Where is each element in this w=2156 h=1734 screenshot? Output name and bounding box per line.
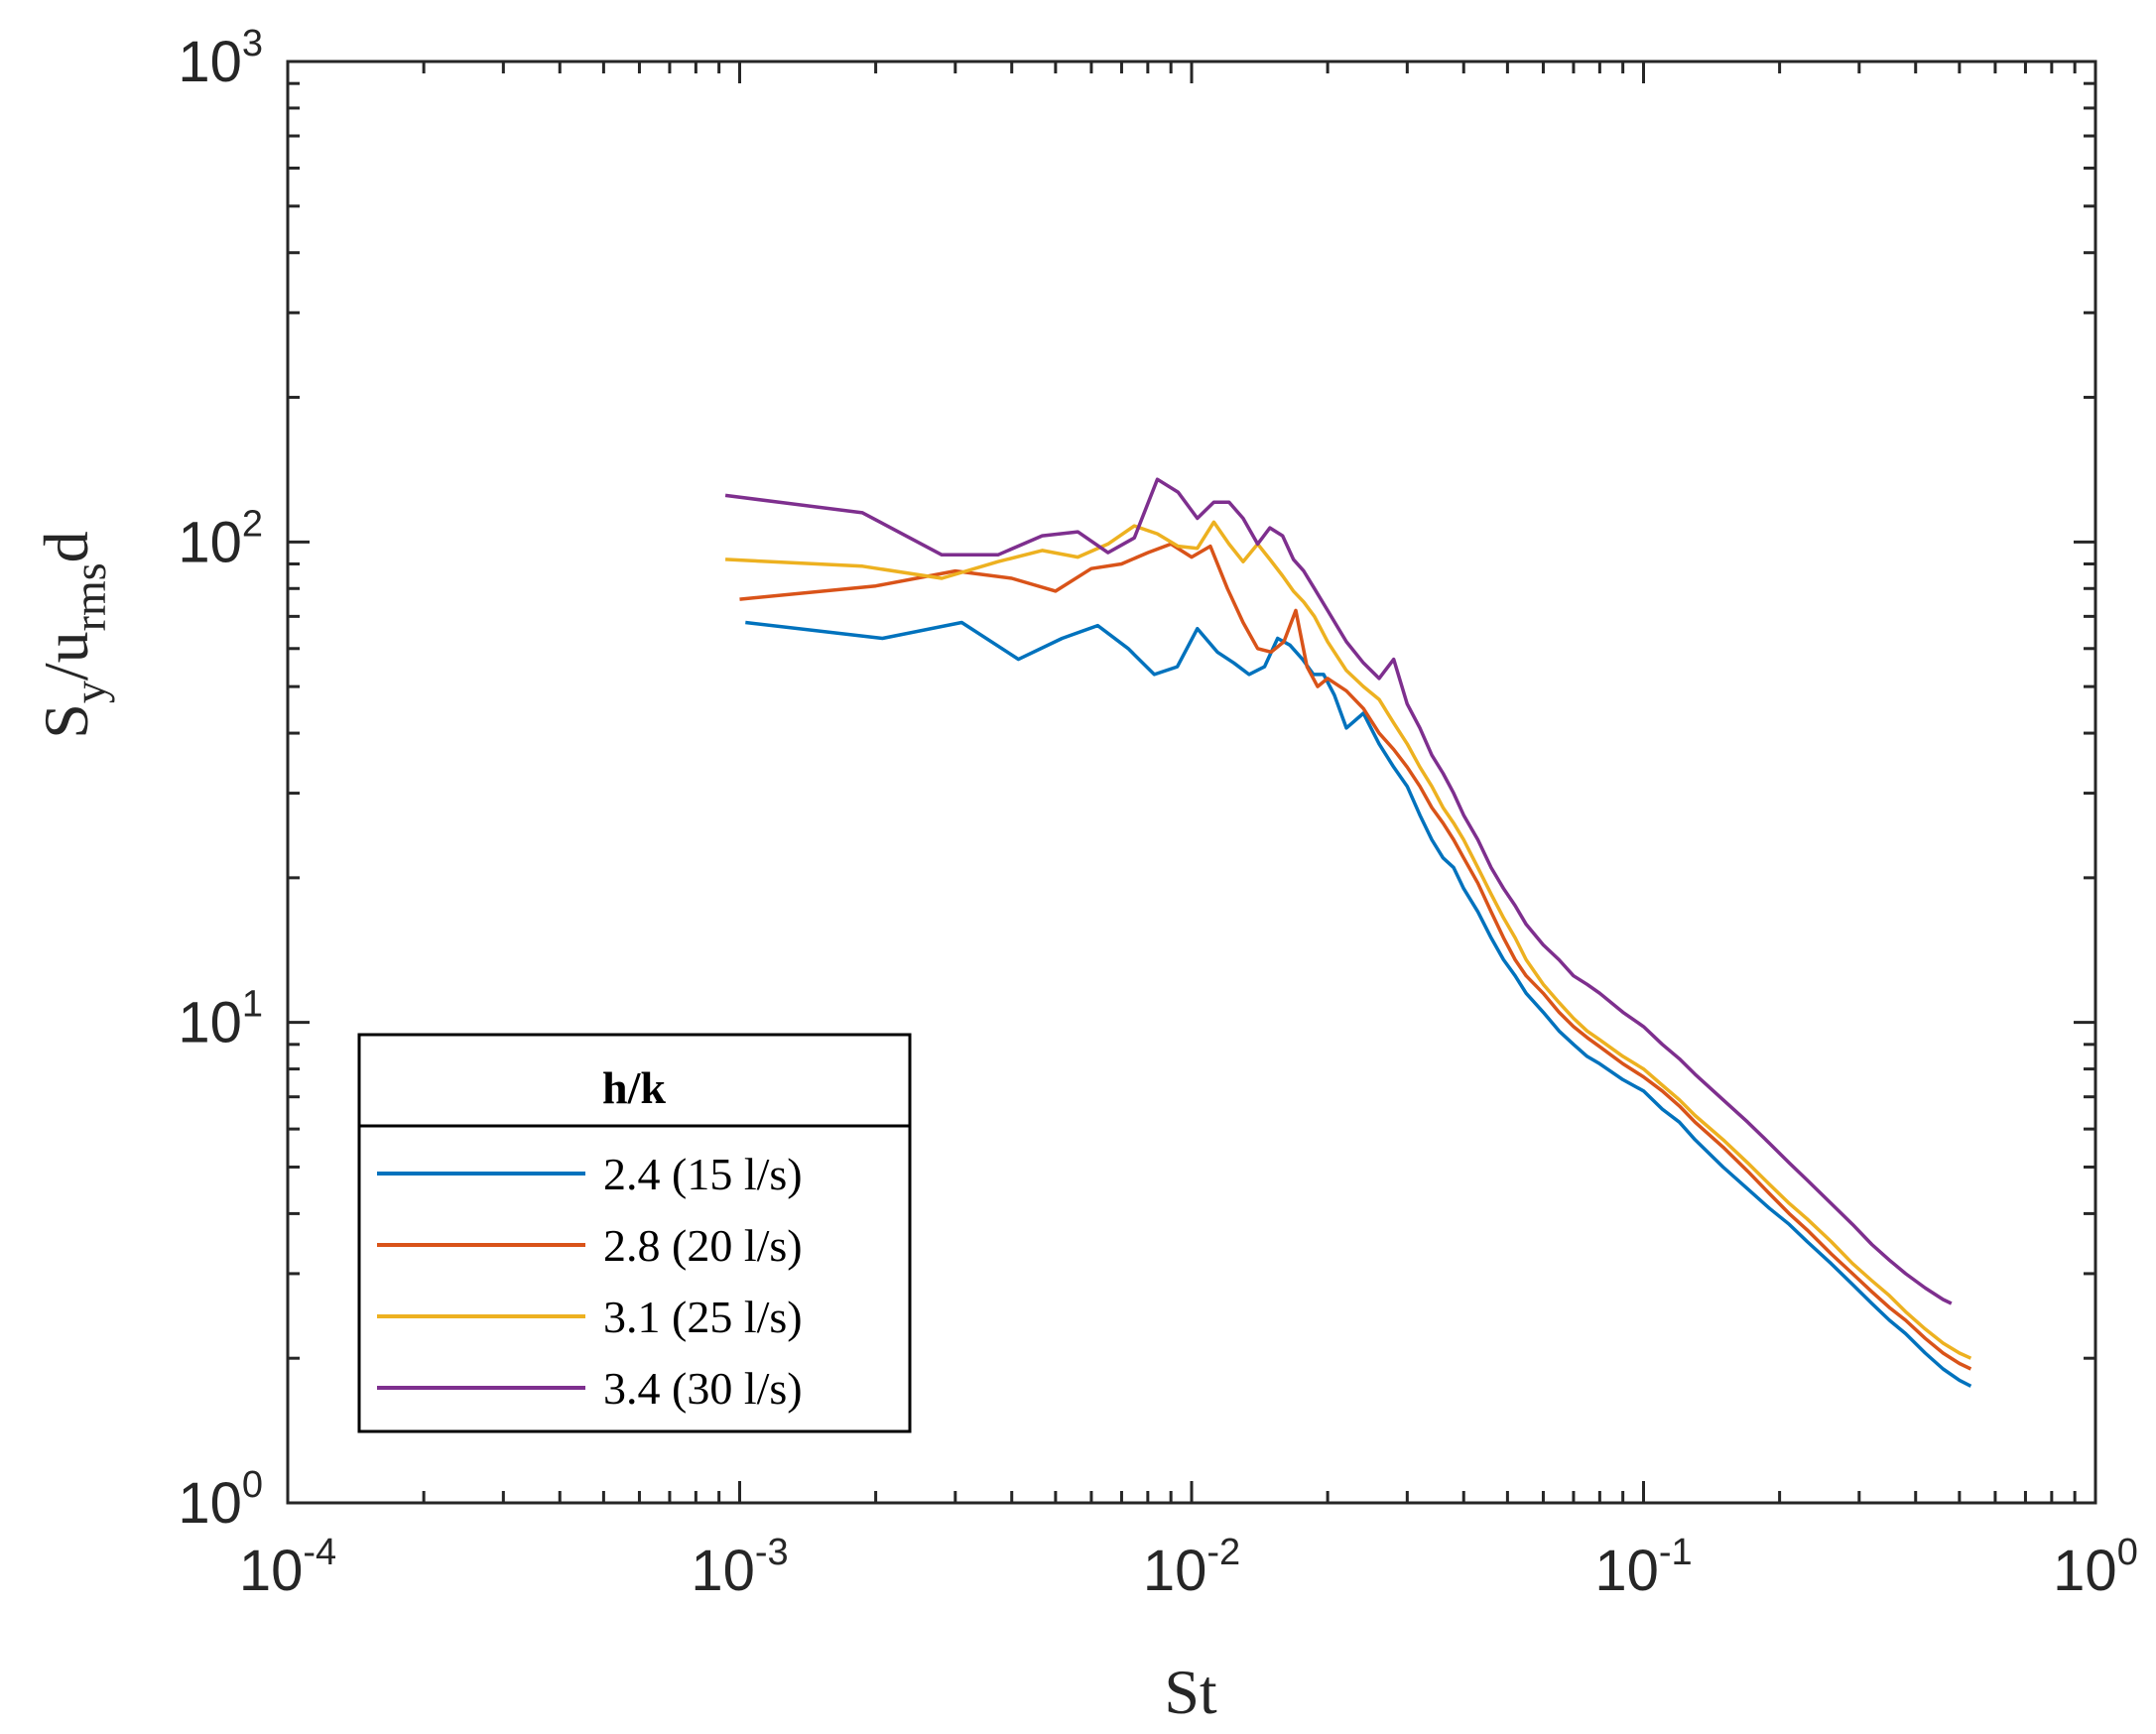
legend-entry-4: 3.4 (30 l/s) — [603, 1363, 803, 1414]
y-tick-exponent: 2 — [242, 503, 263, 545]
tick-marks — [286, 62, 2095, 1505]
y-tick-exponent: 1 — [242, 984, 263, 1026]
y-tick-base: 10 — [178, 991, 242, 1055]
y-tick-exponent: 3 — [242, 23, 263, 64]
x-tick-exponent: -1 — [1659, 1532, 1693, 1573]
y-label-end: d — [31, 531, 101, 562]
x-axis-label: St — [1164, 1657, 1217, 1727]
y-axis-label: Sy/urmsd — [31, 531, 115, 738]
legend-entry-3: 3.1 (25 l/s) — [603, 1292, 803, 1342]
x-tick-label: 10-1 — [1594, 1532, 1692, 1603]
x-tick-label: 10-4 — [239, 1532, 336, 1603]
series-group — [724, 477, 1972, 1388]
series-line-4 — [724, 477, 1953, 1305]
y-tick-base: 10 — [178, 30, 242, 94]
y-label-base: S — [31, 703, 101, 739]
y-tick-base: 10 — [178, 1471, 242, 1536]
x-tick-base: 10 — [1594, 1539, 1659, 1603]
x-tick-label: 100 — [2053, 1532, 2138, 1603]
x-tick-label: 10-2 — [1143, 1532, 1240, 1603]
series-line-1 — [745, 620, 1972, 1388]
y-label-sub2: rms — [64, 562, 115, 631]
y-tick-label: 103 — [178, 23, 263, 94]
series-line-2 — [739, 542, 1972, 1371]
legend-entry-2: 2.8 (20 l/s) — [603, 1220, 803, 1271]
x-tick-exponent: -3 — [755, 1532, 789, 1573]
y-tick-base: 10 — [178, 510, 242, 574]
legend: h/k 2.4 (15 l/s) 2.8 (20 l/s) 3.1 (25 l/s)… — [357, 1033, 912, 1433]
x-tick-labels: 10-4 10-3 10-2 10-1 100 — [239, 1532, 2138, 1603]
x-tick-exponent: -4 — [303, 1532, 336, 1573]
x-tick-base: 10 — [2053, 1539, 2117, 1603]
x-tick-exponent: -2 — [1206, 1532, 1240, 1573]
legend-entry-1: 2.4 (15 l/s) — [603, 1149, 803, 1199]
y-tick-label: 101 — [178, 984, 263, 1055]
legend-title: h/k — [602, 1062, 666, 1113]
y-tick-label: 100 — [178, 1464, 263, 1536]
series-line-3 — [725, 520, 1972, 1360]
y-label-sub1: y — [64, 681, 115, 703]
legend-entries: 2.4 (15 l/s) 2.8 (20 l/s) 3.1 (25 l/s) 3.4 … — [377, 1149, 803, 1414]
x-tick-base: 10 — [239, 1539, 304, 1603]
legend-box — [357, 1033, 912, 1433]
y-tick-label: 102 — [178, 503, 263, 574]
x-tick-exponent: 0 — [2117, 1532, 2138, 1573]
y-tick-exponent: 0 — [242, 1464, 263, 1506]
y-label-mid: /u — [31, 631, 101, 681]
x-tick-label: 10-3 — [691, 1532, 788, 1603]
x-tick-base: 10 — [691, 1539, 755, 1603]
x-tick-base: 10 — [1143, 1539, 1207, 1603]
